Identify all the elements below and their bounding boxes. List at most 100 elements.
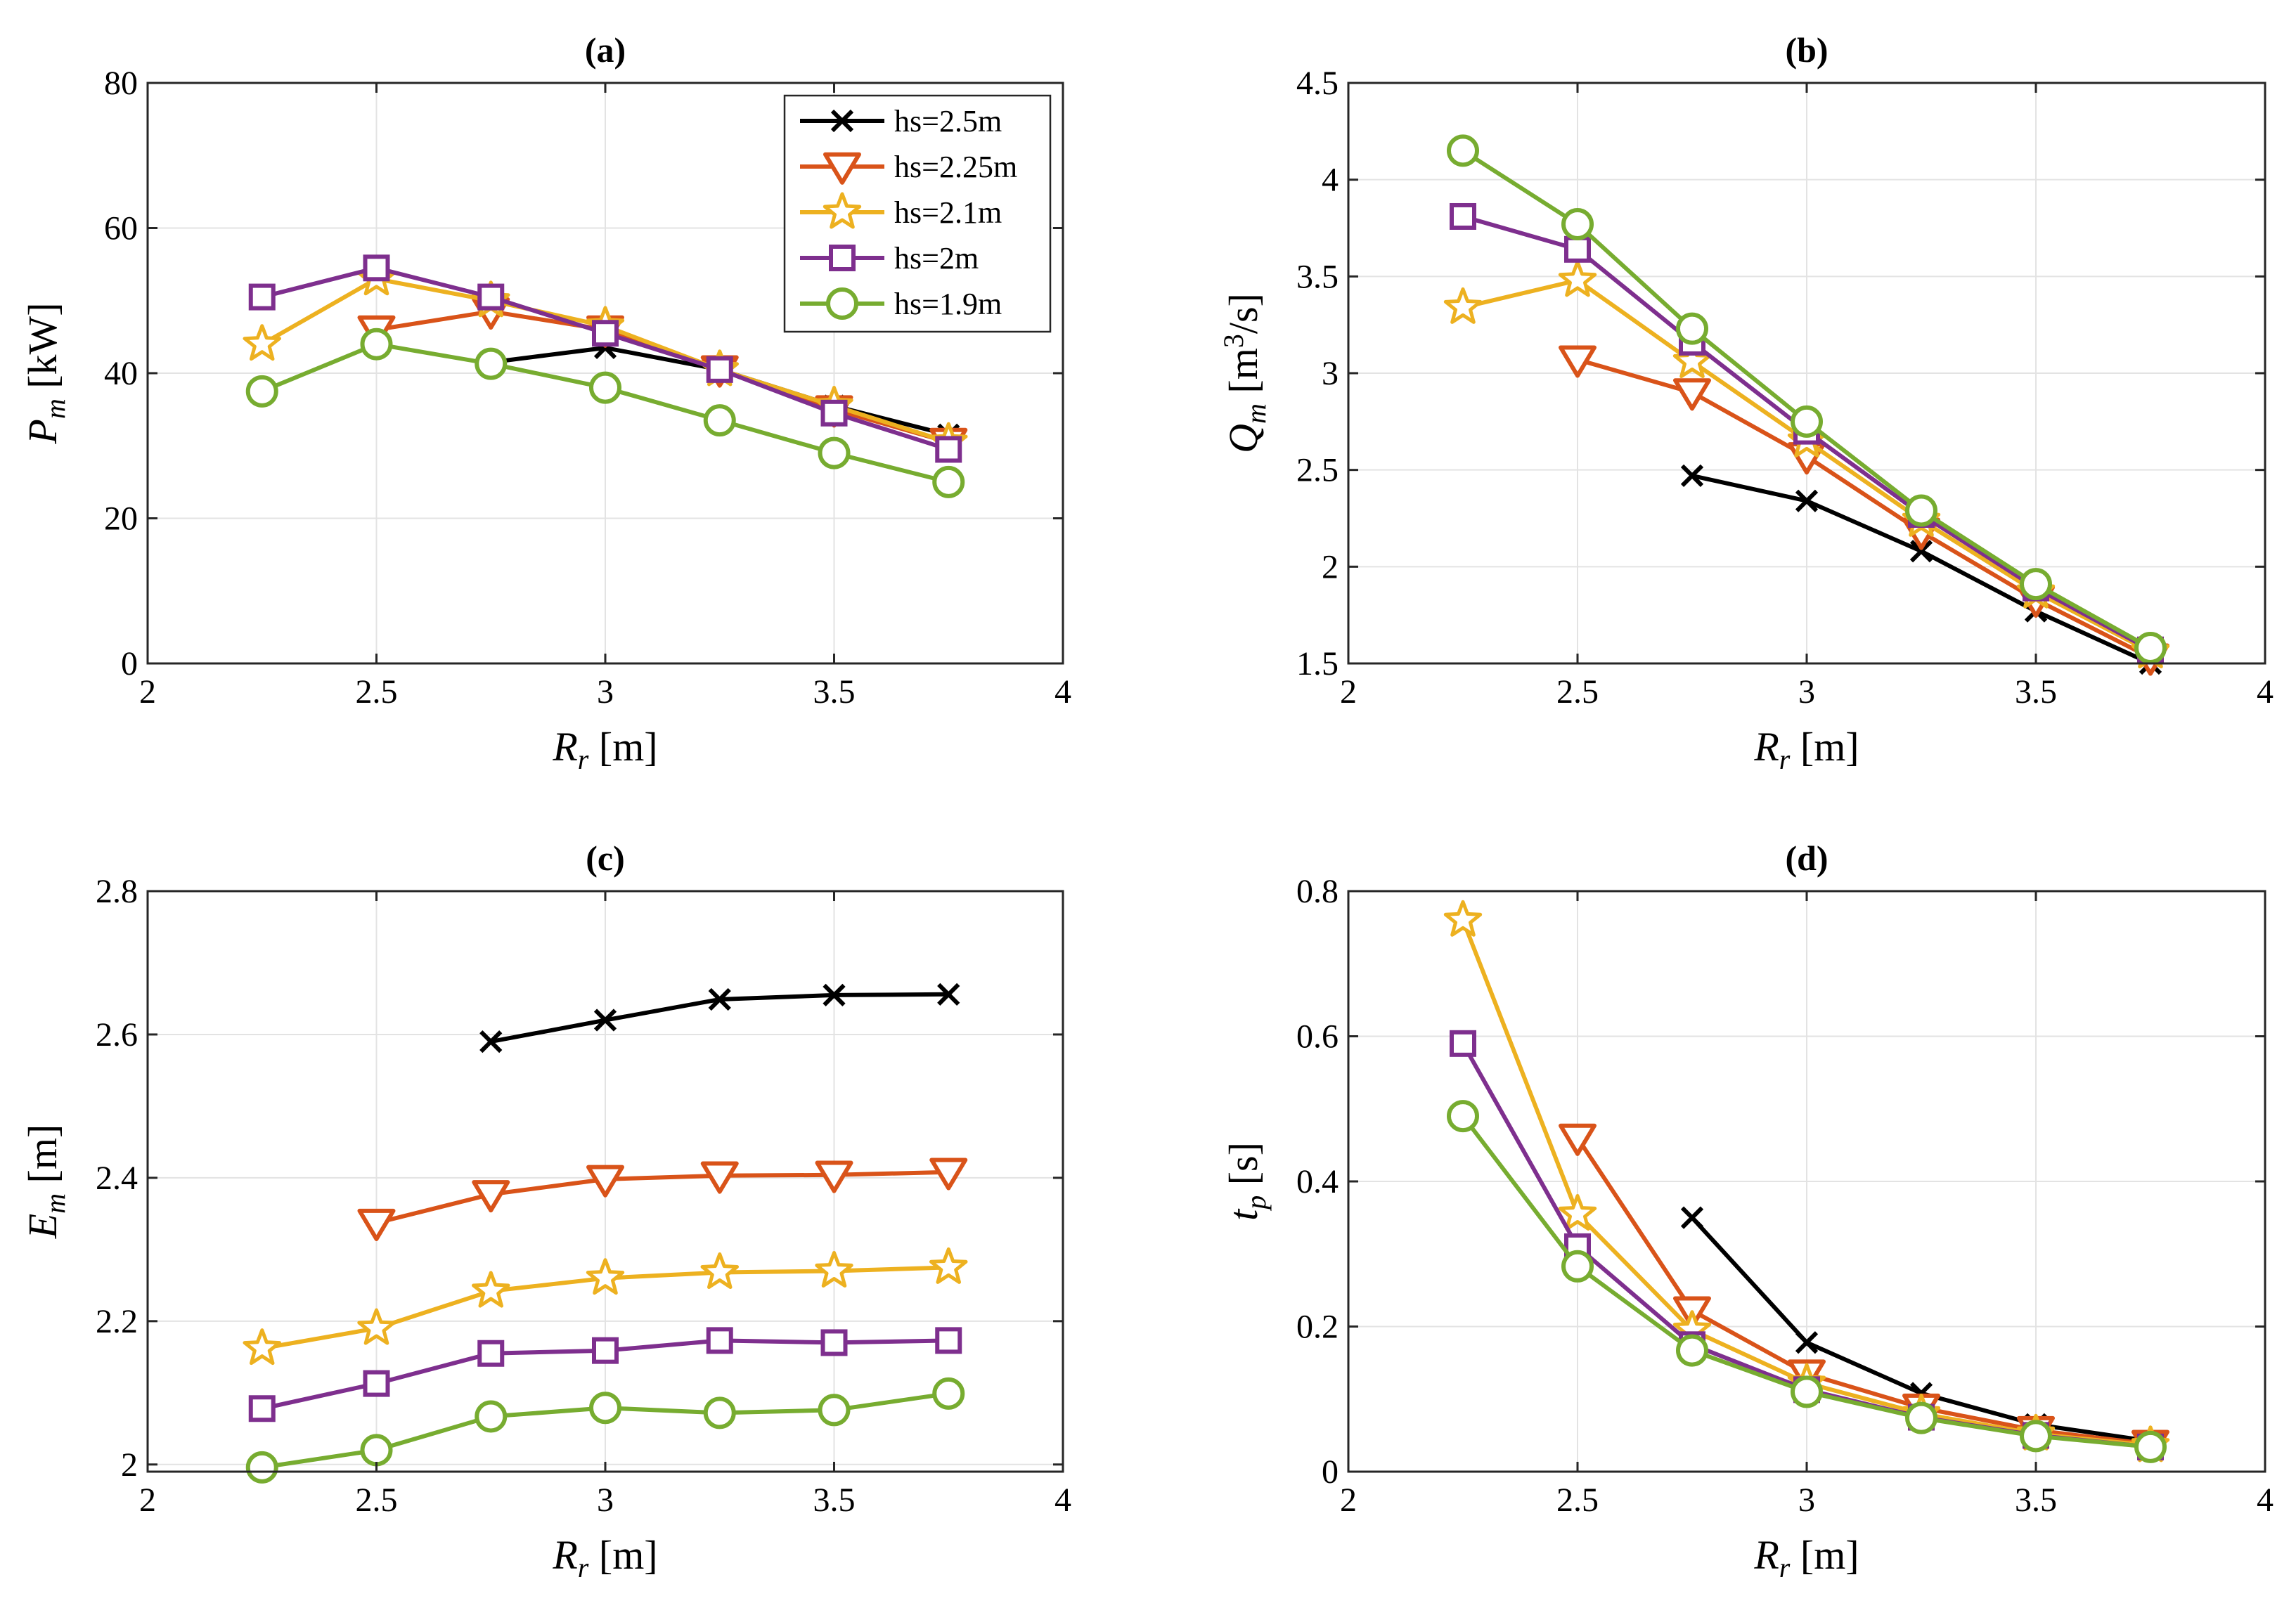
- data-point: [479, 1030, 503, 1053]
- x-tick-label: 3: [597, 673, 614, 711]
- y-tick-label: 2.2: [96, 1303, 138, 1340]
- data-point: [1791, 1375, 1823, 1408]
- x-axis-label: Rr [m]: [1753, 724, 1859, 775]
- legend-marker: [823, 192, 862, 229]
- data-point: [1561, 1250, 1594, 1283]
- data-point: [243, 324, 281, 361]
- x-tick-label: 4: [2257, 1481, 2274, 1519]
- data-point: [363, 254, 390, 282]
- data-point: [475, 347, 508, 380]
- y-tick-label: 1.5: [1296, 645, 1339, 682]
- data-point: [815, 1160, 853, 1193]
- x-tick-label: 3.5: [2015, 1481, 2057, 1519]
- chart-panel-c: 2 2.5 3 3.5 4 2 2.2 2.4 2.6 2.8 (c) Rr [m] Em [m]: [20, 838, 1071, 1583]
- data-point: [700, 1161, 739, 1194]
- y-tick-label: 2.4: [96, 1160, 138, 1197]
- y-tick-label: 0.4: [1296, 1163, 1339, 1200]
- x-tick-label: 2: [139, 1481, 156, 1519]
- series-hs=1.9m: [1447, 134, 2167, 664]
- data-point: [1795, 489, 1819, 512]
- legend-label: hs=2.25m: [894, 150, 1017, 184]
- x-axis-label: Rr [m]: [1753, 1532, 1859, 1583]
- data-point: [589, 371, 621, 404]
- y-tick-label: 80: [104, 65, 138, 102]
- y-axis-label: tp [s]: [1220, 1142, 1272, 1221]
- y-axis-label: Pm [kW]: [20, 302, 71, 444]
- data-point: [243, 1328, 281, 1366]
- y-axis-label: Qm [m3/s]: [1218, 293, 1272, 453]
- data-point: [586, 1165, 624, 1198]
- legend-label: hs=2.1m: [894, 195, 1002, 230]
- x-tick-label: 3: [1798, 1481, 1815, 1519]
- data-point: [1905, 1401, 1937, 1434]
- data-point: [1450, 1030, 1476, 1057]
- x-tick-label: 4: [1055, 1481, 1071, 1519]
- y-tick-label: 4: [1322, 162, 1339, 199]
- data-point: [1558, 260, 1597, 297]
- legend: hs=2.5m hs=2.25m hs=2.1m hs=2m hs=1.9m: [783, 94, 1052, 333]
- y-tick-label: 2.6: [96, 1016, 138, 1053]
- series-hs=2m: [248, 254, 962, 463]
- data-point: [245, 1451, 278, 1484]
- x-tick-label: 3.5: [2015, 673, 2057, 711]
- data-point: [932, 465, 965, 498]
- data-point: [1558, 1194, 1597, 1231]
- data-point: [1680, 1206, 1704, 1229]
- data-point: [1673, 378, 1711, 411]
- legend-marker: [823, 152, 861, 185]
- data-point: [477, 283, 505, 311]
- series-hs=2.5m: [1680, 464, 2162, 675]
- legend-entry: hs=1.9m: [800, 287, 1002, 321]
- data-point: [815, 1251, 853, 1288]
- x-tick-label: 4: [1055, 673, 1071, 711]
- data-point: [703, 404, 736, 437]
- legend-entry: hs=2.1m: [800, 192, 1002, 230]
- data-point: [929, 1158, 968, 1191]
- data-point: [363, 1370, 390, 1397]
- data-point: [1561, 207, 1594, 240]
- legend-entry: hs=2.5m: [800, 104, 1002, 138]
- chart-title: (a): [585, 30, 626, 70]
- data-point: [706, 356, 733, 383]
- y-tick-label: 0: [121, 645, 138, 682]
- y-tick-label: 3: [1322, 355, 1339, 392]
- x-tick-label: 2: [1340, 673, 1357, 711]
- series-hs=1.9m: [245, 1377, 965, 1484]
- y-tick-label: 0: [1322, 1453, 1339, 1491]
- x-tick-label: 3: [1798, 673, 1815, 711]
- legend-marker: [829, 245, 856, 271]
- data-point: [248, 1395, 276, 1422]
- chart-panel-d: 2 2.5 3 3.5 4 0 0.2 0.4 0.6 0.8 (d) Rr [m] tp [s]: [1220, 838, 2274, 1583]
- data-point: [592, 320, 619, 347]
- data-point: [593, 1009, 617, 1032]
- data-point: [592, 1337, 619, 1364]
- y-tick-label: 60: [104, 210, 138, 247]
- data-point: [1795, 1331, 1819, 1354]
- chart-title: (c): [586, 838, 625, 878]
- legend-label: hs=1.9m: [894, 287, 1002, 321]
- data-point: [1443, 900, 1483, 937]
- data-point: [248, 283, 276, 311]
- series-hs=2.1m: [243, 1247, 968, 1366]
- data-point: [472, 1271, 510, 1308]
- legend-entry: hs=2m: [800, 241, 979, 275]
- x-tick-label: 4: [2257, 673, 2274, 711]
- data-point: [820, 399, 848, 427]
- chart-title: (d): [1785, 838, 1828, 878]
- chart-panel-b: 2 2.5 3 3.5 41.522.533.544.5(b)Rr [m]Qm [m3/…: [1218, 30, 2274, 775]
- data-point: [1559, 1123, 1597, 1156]
- series-line: [375, 1169, 949, 1226]
- x-axis-label: Rr [m]: [552, 1532, 657, 1583]
- data-point: [706, 1327, 733, 1354]
- legend-entry: hs=2.25m: [800, 150, 1017, 185]
- data-point: [586, 1258, 625, 1295]
- y-tick-label: 2.5: [1296, 452, 1339, 489]
- x-tick-label: 3.5: [813, 1481, 856, 1519]
- data-point: [2020, 568, 2052, 601]
- data-point: [929, 1247, 968, 1284]
- data-point: [477, 1340, 505, 1367]
- data-point: [1676, 1334, 1708, 1367]
- data-point: [1564, 235, 1591, 263]
- data-point: [2020, 1420, 2052, 1453]
